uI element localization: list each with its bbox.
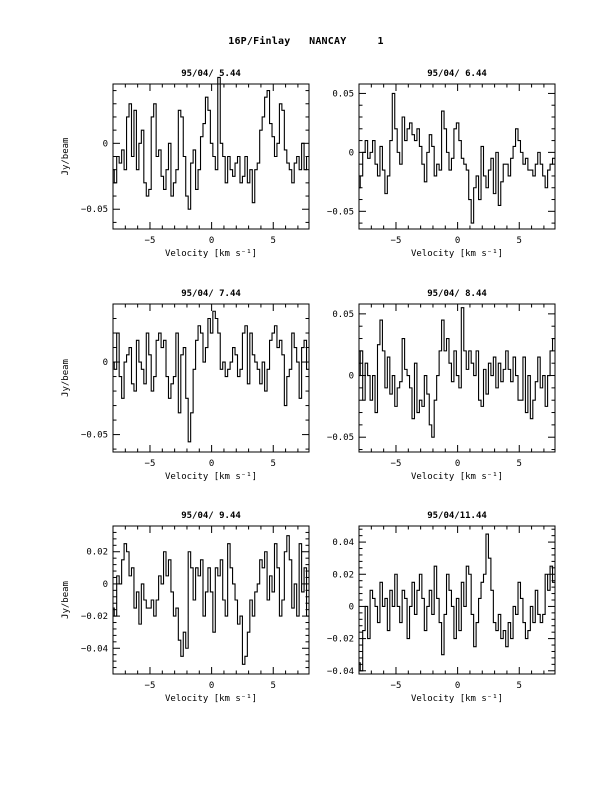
y-tick-label: −0.02 <box>327 635 354 645</box>
x-axis-label: Velocity [km s⁻¹] <box>411 472 503 482</box>
panel-title: 95/04/ 7.44 <box>181 289 241 299</box>
y-tick-label: −0.04 <box>327 667 354 677</box>
y-tick-label: 0 <box>103 358 108 368</box>
y-tick-label: 0.04 <box>332 538 354 548</box>
y-tick-label: −0.05 <box>327 433 354 443</box>
spectrum-line <box>359 92 555 224</box>
y-tick-label: 0.05 <box>332 89 354 99</box>
x-axis-label: Velocity [km s⁻¹] <box>411 694 503 704</box>
x-tick-label: 5 <box>271 459 276 469</box>
spectrum-panel-2: −5 0 5 −0.05 0 0.05 95/04/ 6.44 Velocity [km s⁻… <box>327 69 556 259</box>
plot-frame <box>358 525 556 675</box>
plot-frame <box>112 303 310 453</box>
y-tick-label: 0.05 <box>332 310 354 320</box>
plot-frame <box>358 303 556 453</box>
plot-frame <box>112 525 310 675</box>
x-tick-label: 0 <box>209 459 214 469</box>
spectrum-panel-1: −5 0 5 −0.05 0 95/04/ 5.44 Velocity [km s⁻¹] Jy… <box>61 69 310 259</box>
y-tick-label: −0.05 <box>81 205 108 215</box>
spectrum-line <box>113 535 309 665</box>
x-axis-label: Velocity [km s⁻¹] <box>411 249 503 259</box>
x-tick-label: −5 <box>391 459 402 469</box>
spectrum-panel-6: −5 0 5 −0.04 −0.02 0 0.02 0.04 95/04/11.44 Veloci… <box>327 511 556 704</box>
x-tick-label: −5 <box>145 459 156 469</box>
x-tick-label: 5 <box>517 459 522 469</box>
spectrum-line <box>359 533 555 672</box>
y-tick-label: 0 <box>349 602 354 612</box>
x-axis-label: Velocity [km s⁻¹] <box>165 249 257 259</box>
page-title: 16P/Finlay NANCAY 1 <box>228 36 384 47</box>
y-tick-label: −0.02 <box>81 612 108 622</box>
x-tick-label: 0 <box>455 459 460 469</box>
panel-title: 95/04/11.44 <box>427 511 487 521</box>
y-tick-label: 0 <box>103 580 108 590</box>
x-tick-label: −5 <box>145 236 156 246</box>
x-tick-label: −5 <box>391 236 402 246</box>
spectrum-panel-3: −5 0 5 −0.05 0 95/04/ 7.44 Velocity [km s⁻¹] Jy… <box>61 289 310 482</box>
plot-frame <box>358 83 556 230</box>
y-tick-label: 0.02 <box>332 570 354 580</box>
x-tick-label: 5 <box>271 236 276 246</box>
y-axis-label: Jy/beam <box>61 359 71 397</box>
y-tick-label: 0 <box>349 148 354 158</box>
panel-title: 95/04/ 9.44 <box>181 511 241 521</box>
x-tick-label: 5 <box>271 681 276 691</box>
spectrum-line <box>113 76 309 210</box>
x-tick-label: 0 <box>209 236 214 246</box>
x-tick-label: 5 <box>517 681 522 691</box>
spectrum-panel-4: −5 0 5 −0.05 0 0.05 95/04/ 8.44 Velocity [km s⁻… <box>327 289 556 482</box>
y-tick-label: −0.05 <box>81 431 108 441</box>
y-axis-label: Jy/beam <box>61 138 71 176</box>
x-axis-label: Velocity [km s⁻¹] <box>165 472 257 482</box>
y-tick-label: 0.02 <box>86 548 108 558</box>
x-axis-label: Velocity [km s⁻¹] <box>165 694 257 704</box>
panel-title: 95/04/ 5.44 <box>181 69 241 79</box>
y-tick-label: 0 <box>103 139 108 149</box>
y-tick-label: −0.04 <box>81 644 108 654</box>
y-tick-label: −0.05 <box>327 207 354 217</box>
panel-title: 95/04/ 8.44 <box>427 289 487 299</box>
y-axis-label: Jy/beam <box>61 581 71 619</box>
x-tick-label: 0 <box>209 681 214 691</box>
x-tick-label: 0 <box>455 236 460 246</box>
x-tick-label: 5 <box>517 236 522 246</box>
spectrum-panel-5: −5 0 5 −0.04 −0.02 0 0.02 95/04/ 9.44 Velocity [… <box>61 511 310 704</box>
spectrum-line <box>359 307 555 438</box>
x-tick-label: −5 <box>145 681 156 691</box>
x-tick-label: −5 <box>391 681 402 691</box>
spectrum-line <box>113 310 309 443</box>
y-tick-label: 0 <box>349 372 354 382</box>
x-tick-label: 0 <box>455 681 460 691</box>
panel-title: 95/04/ 6.44 <box>427 69 487 79</box>
